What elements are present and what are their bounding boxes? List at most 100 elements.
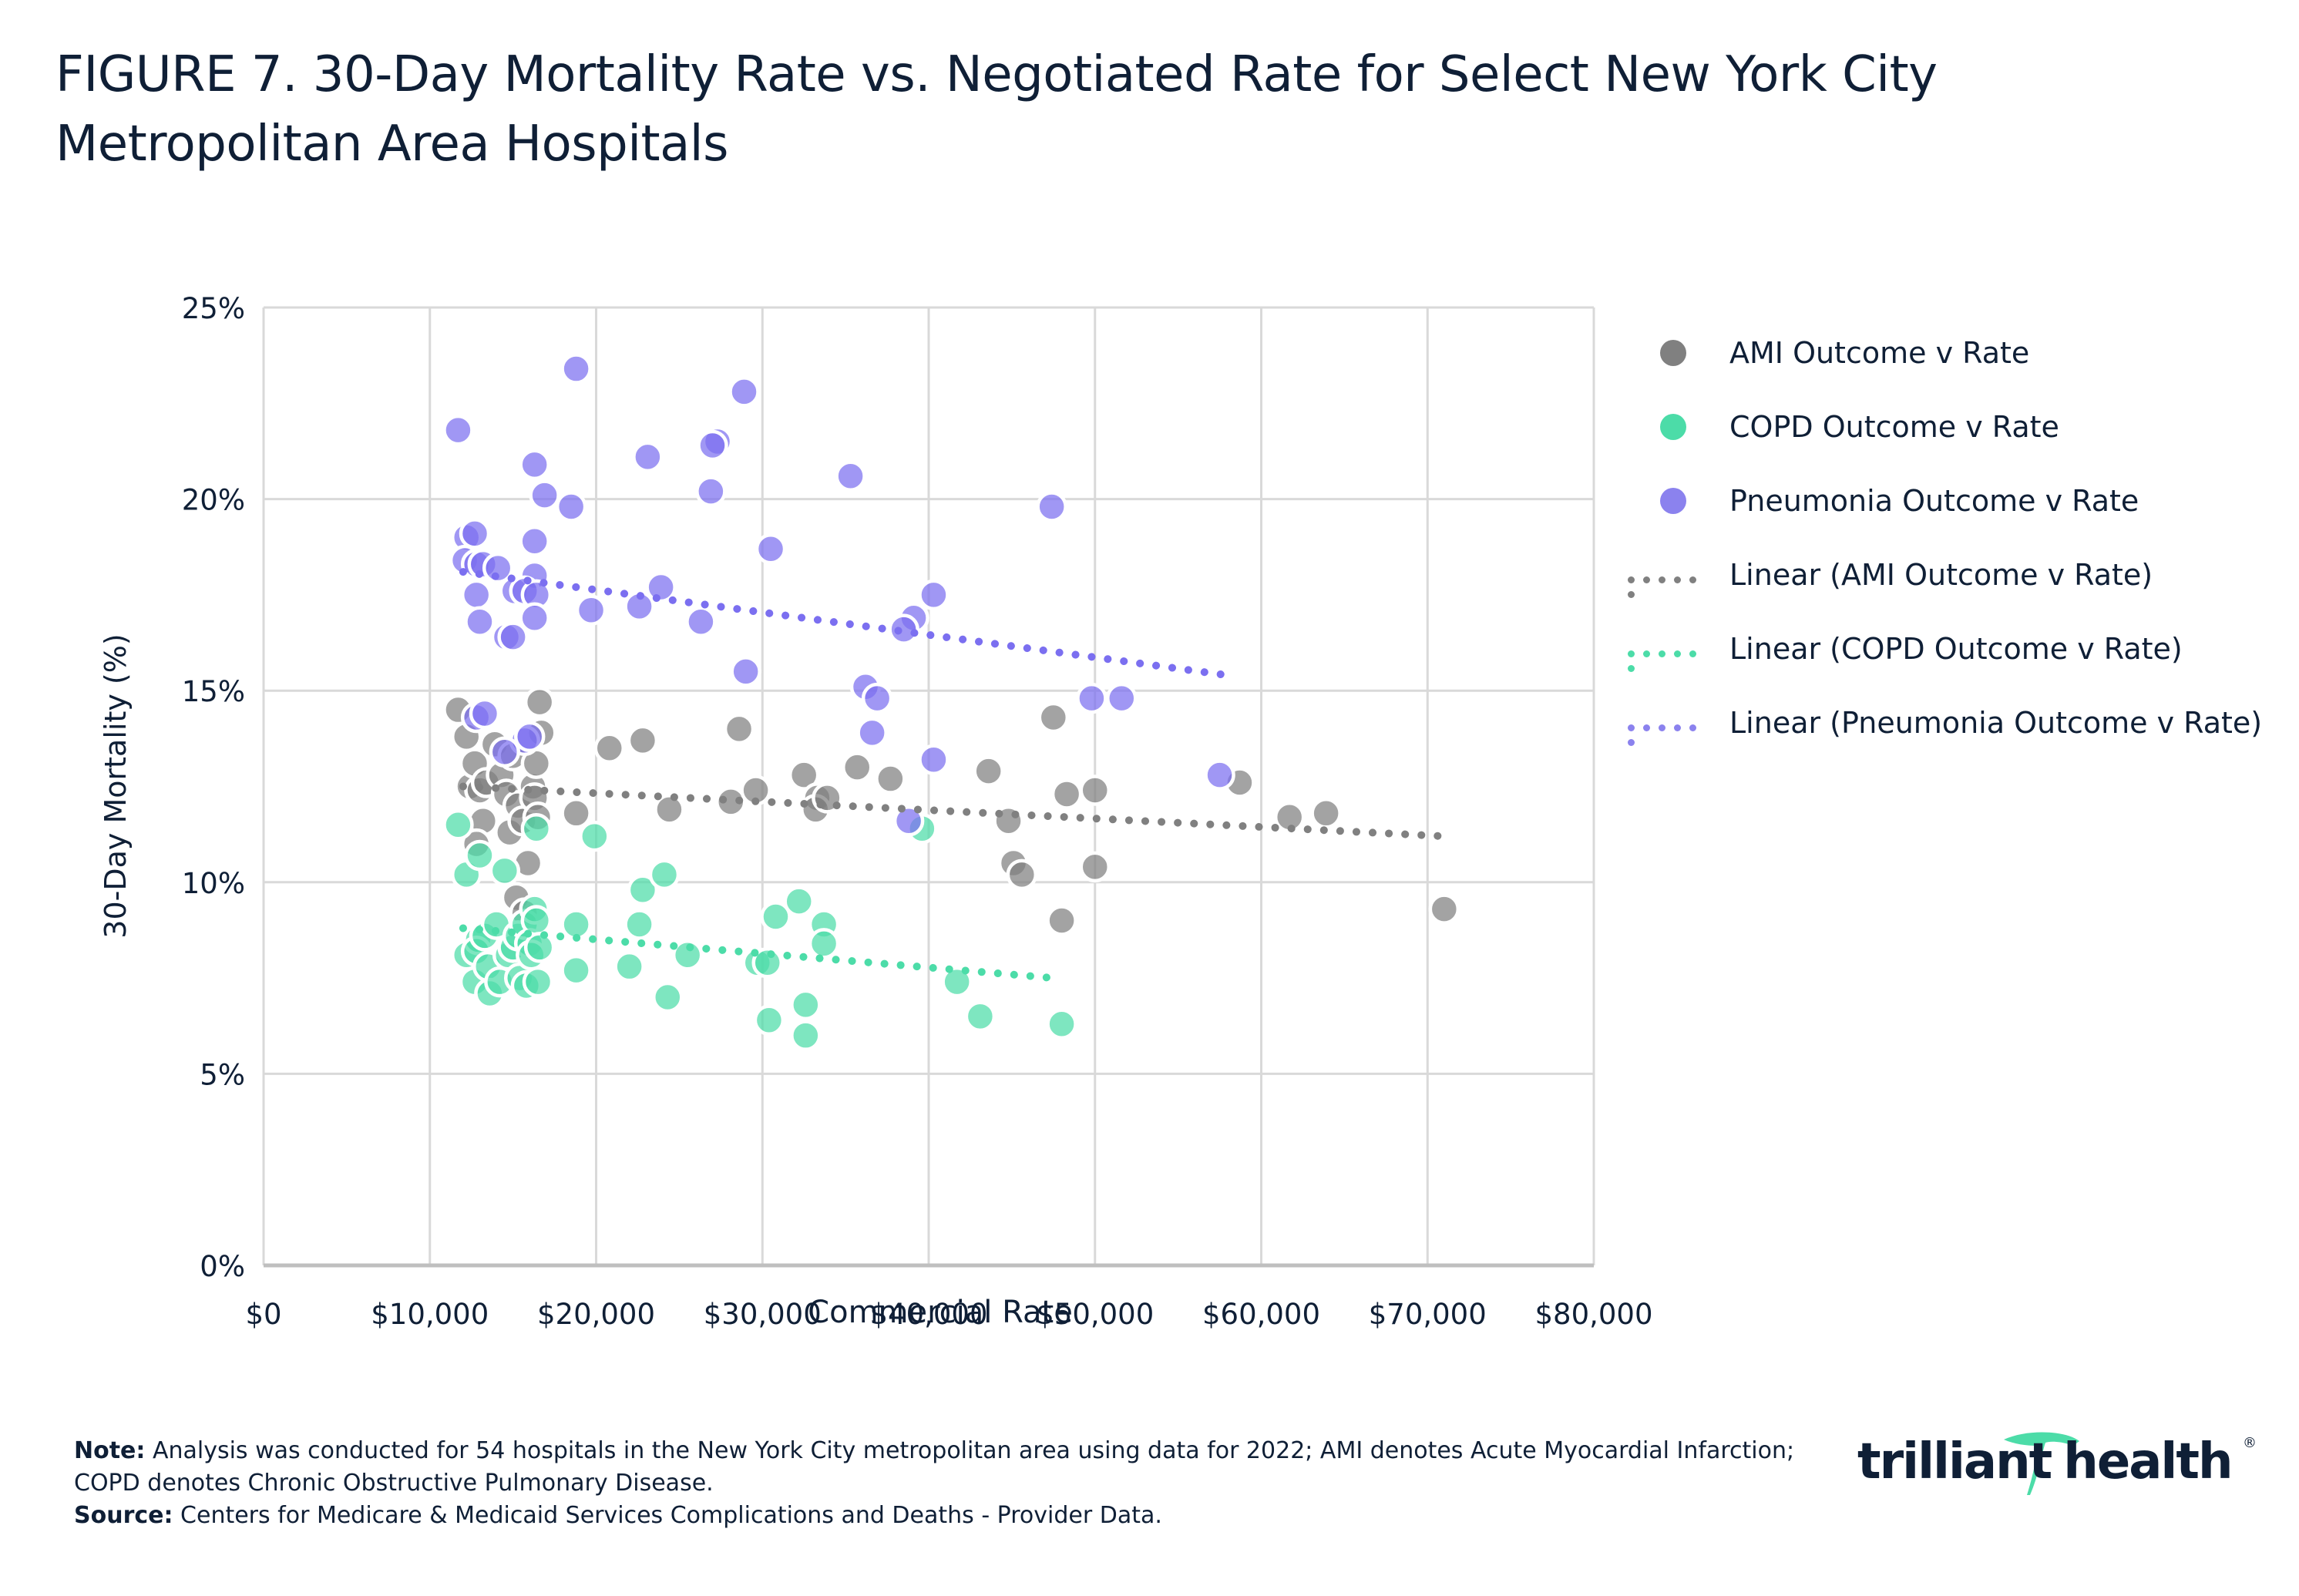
data-point	[790, 1020, 822, 1051]
data-point	[1106, 682, 1138, 714]
data-point	[695, 475, 727, 507]
trendlines	[459, 568, 1448, 983]
data-point	[579, 820, 610, 852]
logo-word-health: health	[2063, 1433, 2233, 1490]
trendline-pneumonia	[459, 568, 1232, 680]
series-pneumonia	[442, 353, 1235, 837]
legend-dotted-line-icon	[1618, 633, 1726, 672]
data-point	[523, 686, 556, 718]
legend-item: COPD Outcome v Rate	[1618, 390, 2262, 464]
data-point	[918, 744, 950, 775]
legend: AMI Outcome v Rate COPD Outcome v Rate Pne…	[1618, 316, 2262, 760]
data-point	[1204, 759, 1235, 791]
data-points	[442, 353, 1460, 1051]
figure-title: FIGURE 7. 30-Day Mortality Rate vs. Nego…	[55, 46, 1938, 173]
data-point	[856, 717, 888, 749]
note-label: Note:	[74, 1437, 146, 1464]
data-point	[513, 721, 546, 753]
legend-marker-icon	[1618, 486, 1726, 516]
legend-item: Linear (AMI Outcome v Rate)	[1618, 538, 2262, 612]
data-point	[728, 376, 760, 408]
data-point	[575, 594, 607, 627]
x-tick-label: $50,000	[1036, 1298, 1154, 1331]
data-point	[464, 606, 496, 637]
note-text: Analysis was conducted for 54 hospitals …	[74, 1437, 1795, 1497]
x-tick-label: $60,000	[1202, 1298, 1320, 1331]
data-point	[1006, 858, 1038, 891]
legend-label: Linear (Pneumonia Outcome v Rate)	[1729, 706, 2263, 740]
series-copd	[442, 808, 1077, 1051]
y-tick-label: 15%	[182, 675, 245, 708]
data-point	[442, 414, 474, 446]
data-point	[460, 579, 492, 611]
legend-label: Pneumonia Outcome v Rate	[1729, 484, 2139, 518]
data-point	[1046, 905, 1077, 936]
x-axis-label: Commercial Rate	[808, 1295, 1073, 1330]
data-point	[648, 858, 681, 891]
data-point	[892, 805, 925, 837]
legend-label: AMI Outcome v Rate	[1729, 336, 2030, 370]
legend-item: Linear (COPD Outcome v Rate)	[1618, 612, 2262, 686]
logo-word-trilliant: trilliant	[1857, 1433, 2052, 1490]
note: Note: Analysis was conducted for 54 hosp…	[74, 1435, 1808, 1500]
data-point	[560, 954, 592, 986]
data-point	[875, 763, 906, 795]
data-point	[723, 713, 755, 745]
y-tick-label: 0%	[200, 1250, 245, 1283]
source: Source: Centers for Medicare & Medicaid …	[74, 1500, 1808, 1532]
data-point	[627, 724, 659, 757]
data-point	[788, 759, 820, 791]
legend-marker-icon	[1618, 412, 1726, 442]
data-point	[519, 602, 550, 633]
source-text: Centers for Medicare & Medicaid Services…	[173, 1502, 1162, 1529]
data-point	[497, 621, 529, 653]
x-tick-label: $10,000	[371, 1298, 489, 1331]
data-point	[645, 571, 677, 603]
x-tick-label: $40,000	[869, 1298, 987, 1331]
data-point	[1428, 893, 1460, 925]
data-point	[529, 479, 560, 511]
data-point	[941, 966, 973, 998]
data-point	[715, 786, 747, 818]
data-point	[685, 606, 717, 637]
x-axis-ticks: $0 $10,000 $20,000 $30,000 $40,000 $50,000 $60…	[245, 1298, 1652, 1331]
data-point	[790, 989, 822, 1021]
data-point	[469, 697, 501, 730]
y-axis-label: 30-Day Mortality (%)	[99, 633, 133, 939]
data-point	[442, 808, 474, 841]
legend-label: Linear (COPD Outcome v Rate)	[1729, 632, 2183, 666]
data-point	[560, 353, 592, 385]
data-point	[613, 950, 645, 983]
legend-label: Linear (AMI Outcome v Rate)	[1729, 558, 2153, 592]
legend-item: Pneumonia Outcome v Rate	[1618, 464, 2262, 538]
x-tick-label: $70,000	[1369, 1298, 1487, 1331]
logo-text: trilliant health	[1857, 1433, 2233, 1490]
data-point	[1037, 701, 1070, 734]
data-point	[623, 909, 655, 940]
data-point	[523, 932, 556, 963]
legend-dotted-line-icon	[1618, 707, 1726, 746]
data-point	[1079, 851, 1111, 883]
data-point	[1050, 778, 1083, 810]
data-point	[730, 656, 761, 687]
data-point	[652, 981, 684, 1013]
data-point	[632, 441, 664, 473]
registered-mark: ®	[2243, 1435, 2257, 1451]
y-tick-label: 20%	[182, 484, 245, 517]
data-point	[489, 736, 521, 768]
data-point	[520, 812, 553, 845]
y-tick-label: 5%	[200, 1058, 245, 1091]
data-point	[783, 885, 815, 917]
logo-swoosh-icon	[2004, 1432, 2079, 1495]
grid-lines	[262, 306, 1595, 1268]
trendline-ami	[459, 782, 1448, 841]
legend-item: AMI Outcome v Rate	[1618, 316, 2262, 390]
data-point	[654, 794, 685, 825]
data-point	[482, 552, 514, 584]
data-point	[760, 901, 792, 932]
data-point	[841, 751, 873, 783]
x-tick-label: $30,000	[704, 1298, 822, 1331]
data-point	[593, 732, 626, 764]
footnotes: Note: Analysis was conducted for 54 hosp…	[74, 1435, 1808, 1532]
data-point	[519, 449, 550, 481]
